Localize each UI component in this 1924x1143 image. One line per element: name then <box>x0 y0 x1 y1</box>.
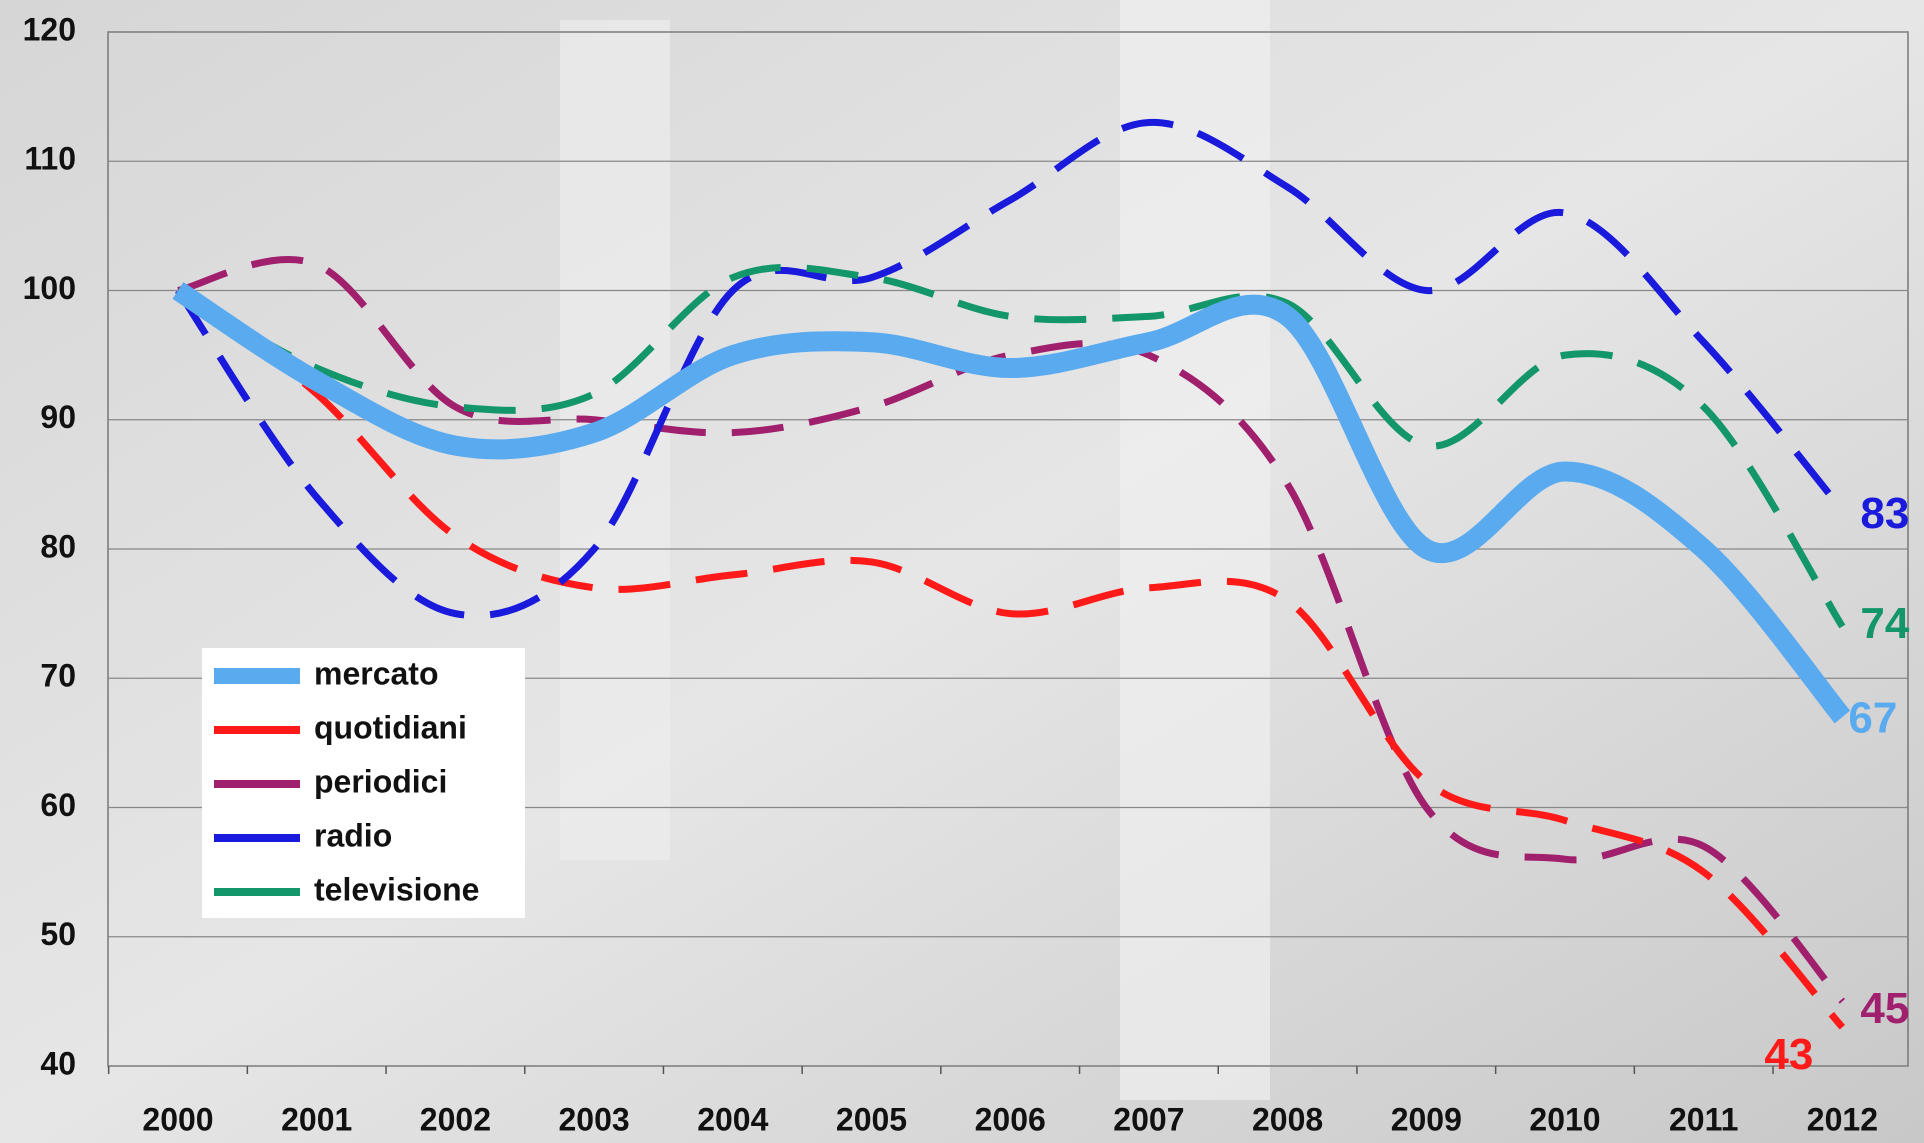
x-tick-label: 2012 <box>1807 1101 1878 1137</box>
series-line <box>175 118 1846 620</box>
x-tick-label: 2008 <box>1252 1101 1323 1137</box>
data-label: 45 <box>1860 984 1909 1033</box>
legend-label: periodici <box>314 763 447 799</box>
x-tick-label: 2003 <box>559 1101 630 1137</box>
x-tick-label: 2000 <box>142 1101 213 1137</box>
y-tick-label: 50 <box>40 916 76 952</box>
data-label: 74 <box>1860 599 1909 648</box>
y-tick-label: 60 <box>40 787 76 823</box>
y-tick-label: 100 <box>23 270 76 306</box>
series-line <box>176 263 1846 629</box>
background-shape <box>1120 0 1270 1100</box>
y-tick-label: 110 <box>24 141 76 177</box>
x-tick-label: 2005 <box>836 1101 907 1137</box>
x-tick-label: 2011 <box>1669 1101 1738 1137</box>
data-label: 83 <box>1860 489 1909 538</box>
y-tick-label: 40 <box>40 1045 76 1081</box>
x-tick-label: 2007 <box>1113 1101 1184 1137</box>
legend-label: radio <box>314 817 392 853</box>
data-label: 67 <box>1848 694 1897 743</box>
x-tick-label: 2004 <box>697 1101 768 1137</box>
series-line <box>177 256 1846 1004</box>
data-label: 43 <box>1764 1030 1813 1079</box>
y-tick-label: 120 <box>23 11 76 47</box>
legend-label: mercato <box>314 655 439 691</box>
x-tick-label: 2010 <box>1529 1101 1600 1137</box>
x-tick-label: 2001 <box>281 1101 352 1137</box>
legend: mercato quotidiani periodici radio televisio… <box>202 648 525 918</box>
legend-label: televisione <box>314 871 479 907</box>
y-tick-label: 80 <box>40 528 76 564</box>
series-line <box>172 282 1851 724</box>
x-tick-label: 2002 <box>420 1101 491 1137</box>
series-line <box>175 287 1846 1030</box>
x-tick-label: 2006 <box>975 1101 1046 1137</box>
x-tick-label: 2009 <box>1391 1101 1462 1137</box>
y-tick-label: 90 <box>40 399 76 435</box>
legend-label: quotidiani <box>314 709 467 745</box>
y-tick-label: 70 <box>40 658 76 694</box>
